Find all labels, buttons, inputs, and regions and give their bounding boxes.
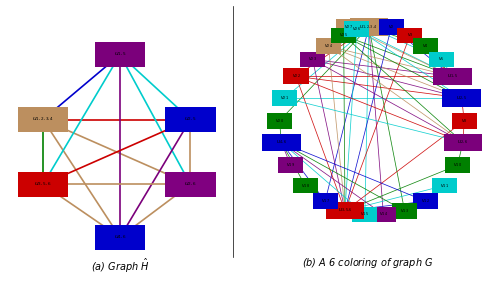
Text: $u_{1,5}$: $u_{1,5}$ (447, 73, 458, 80)
FancyBboxPatch shape (429, 52, 454, 67)
FancyBboxPatch shape (94, 42, 146, 67)
FancyBboxPatch shape (371, 206, 396, 222)
Text: $v_{19}$: $v_{19}$ (286, 161, 295, 169)
FancyBboxPatch shape (379, 19, 404, 35)
Text: $v_{22}$: $v_{22}$ (292, 72, 300, 80)
Text: $v_{17}$: $v_{17}$ (320, 197, 330, 205)
FancyBboxPatch shape (413, 39, 438, 54)
Text: $v_{23}$: $v_{23}$ (308, 55, 317, 63)
FancyBboxPatch shape (350, 18, 388, 36)
FancyBboxPatch shape (284, 69, 308, 84)
FancyBboxPatch shape (326, 202, 364, 219)
FancyBboxPatch shape (18, 172, 68, 197)
FancyBboxPatch shape (398, 28, 422, 43)
Text: $v_{10}$: $v_{10}$ (453, 161, 462, 169)
Text: $u_{1,2,3,4}$: $u_{1,2,3,4}$ (360, 23, 378, 31)
FancyBboxPatch shape (444, 134, 482, 151)
FancyBboxPatch shape (18, 107, 68, 132)
FancyBboxPatch shape (94, 225, 146, 250)
FancyBboxPatch shape (442, 89, 481, 107)
FancyBboxPatch shape (392, 203, 417, 219)
Text: $u_{3,5,6}$: $u_{3,5,6}$ (338, 207, 352, 214)
Text: $v_{27}$: $v_{27}$ (344, 23, 354, 31)
FancyBboxPatch shape (336, 19, 361, 35)
Text: $v_{25}$: $v_{25}$ (339, 31, 348, 39)
Text: $v_{12}$: $v_{12}$ (422, 197, 430, 205)
Text: $u_{2,6}$: $u_{2,6}$ (458, 139, 468, 146)
FancyBboxPatch shape (165, 172, 216, 197)
Text: $v_8$: $v_8$ (461, 117, 468, 125)
Text: $v_{13}$: $v_{13}$ (400, 207, 409, 215)
FancyBboxPatch shape (316, 39, 341, 54)
FancyBboxPatch shape (445, 157, 470, 173)
FancyBboxPatch shape (272, 90, 297, 106)
Text: $u_{3,5,6}$: $u_{3,5,6}$ (34, 181, 51, 188)
FancyBboxPatch shape (312, 193, 338, 209)
FancyBboxPatch shape (165, 107, 216, 132)
FancyBboxPatch shape (278, 157, 303, 173)
Text: $u_{4,6}$: $u_{4,6}$ (276, 139, 287, 146)
FancyBboxPatch shape (433, 68, 472, 85)
FancyBboxPatch shape (352, 206, 378, 222)
Text: $v_2$: $v_2$ (388, 23, 394, 31)
Text: $v_{26}$: $v_{26}$ (352, 25, 362, 33)
FancyBboxPatch shape (331, 28, 356, 43)
FancyBboxPatch shape (300, 52, 325, 67)
Text: $u_{2,5}$: $u_{2,5}$ (456, 94, 467, 102)
Text: $v_4$: $v_4$ (422, 42, 429, 50)
FancyBboxPatch shape (452, 113, 477, 129)
Text: $u_{1,2,3,4}$: $u_{1,2,3,4}$ (32, 116, 54, 123)
Text: $v_{21}$: $v_{21}$ (280, 94, 289, 102)
Text: $v_{18}$: $v_{18}$ (300, 182, 310, 190)
FancyBboxPatch shape (432, 178, 457, 193)
FancyBboxPatch shape (262, 134, 300, 151)
FancyBboxPatch shape (344, 21, 370, 37)
Text: $u_{2,5}$: $u_{2,5}$ (184, 116, 197, 123)
Text: (a) Graph $\hat{H}$: (a) Graph $\hat{H}$ (90, 257, 150, 275)
Text: $v_{11}$: $v_{11}$ (440, 182, 449, 190)
Text: $v_{15}$: $v_{15}$ (360, 210, 370, 219)
Text: $v_{24}$: $v_{24}$ (324, 42, 333, 50)
FancyBboxPatch shape (413, 193, 438, 209)
FancyBboxPatch shape (267, 113, 292, 129)
Text: $v_{20}$: $v_{20}$ (275, 117, 284, 125)
Text: $v_5$: $v_5$ (438, 55, 445, 63)
Text: $u_{1,5}$: $u_{1,5}$ (114, 51, 126, 58)
Text: $u_{4,6}$: $u_{4,6}$ (114, 234, 126, 241)
Text: $v_{14}$: $v_{14}$ (379, 210, 388, 219)
Text: (b) A 6 coloring of graph $G$: (b) A 6 coloring of graph $G$ (302, 257, 433, 271)
Text: $u_{2,6}$: $u_{2,6}$ (184, 181, 197, 188)
FancyBboxPatch shape (292, 178, 318, 193)
Text: $v_3$: $v_3$ (406, 31, 414, 39)
